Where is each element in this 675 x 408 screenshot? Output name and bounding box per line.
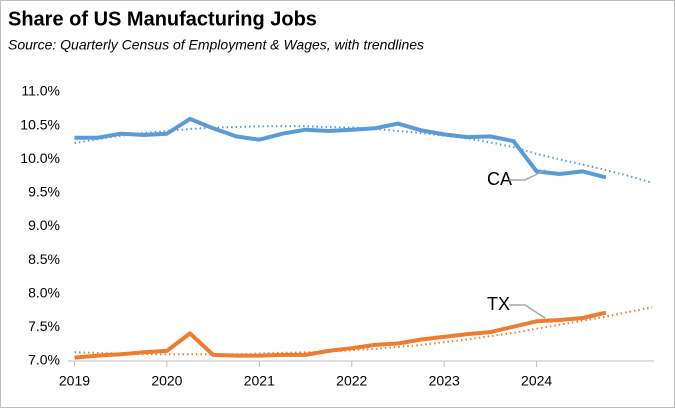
x-tick-label: 2024 [521,373,552,389]
y-tick-label: 11.0% [21,83,60,99]
x-tick-label: 2022 [336,373,367,389]
series-label: TX [487,294,510,314]
trendline [74,306,653,356]
series-line [74,116,607,180]
y-tick-label: 8.0% [28,284,60,300]
y-tick-label: 7.0% [28,352,60,368]
chart-title: Share of US Manufacturing Jobs [8,8,317,30]
x-tick-label: 2019 [59,373,90,389]
y-tick-label: 9.0% [28,217,60,233]
leader-line [509,169,546,181]
y-tick-label: 9.5% [28,184,60,200]
leader-line [509,304,546,319]
x-tick-label: 2021 [244,373,275,389]
x-tick-label: 2023 [429,373,460,389]
x-tick-label: 2020 [151,373,182,389]
y-tick-label: 7.5% [28,318,60,334]
series-label: CA [487,169,512,189]
y-tick-label: 8.5% [28,251,60,267]
chart-subtitle: Source: Quarterly Census of Employment &… [8,37,424,53]
y-tick-label: 10.0% [20,150,60,166]
series-line [74,310,607,360]
y-tick-label: 10.5% [20,116,60,132]
